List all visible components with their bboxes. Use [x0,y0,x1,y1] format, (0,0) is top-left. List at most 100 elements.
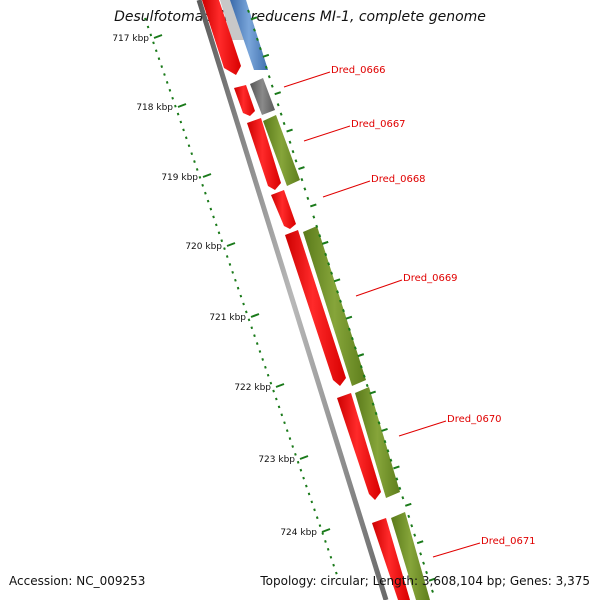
gene-leader-line [283,71,331,88]
outer-track-dot [404,502,412,507]
ruler-dot [236,286,240,290]
outer-track-dot [401,496,405,500]
ruler-tick-label: 720 kbp [185,242,222,252]
cds-arrow [202,0,241,75]
outer-track-dot [359,365,363,369]
outer-track-dot [264,65,268,70]
cds-arrow-dred-0667 [247,118,281,190]
feature-gray [250,78,275,115]
outer-track-dot [336,290,339,294]
gene-label[interactable]: Dred_0670 [447,414,502,425]
outer-track-dot [333,278,341,283]
outer-track-dot [274,91,282,96]
ruler-dot [220,239,224,243]
kbp-ruler-dots [144,17,338,575]
ruler-dot [242,302,245,306]
outer-track-dot [253,28,256,32]
ruler-dot [157,57,161,61]
ruler-tick [177,103,187,108]
ruler-dot [149,33,153,37]
ruler-dot [277,405,281,409]
gene-label[interactable]: Dred_0671 [481,536,536,547]
ruler-dot [234,278,237,282]
ruler-dot [206,199,210,203]
outer-track-dot [339,299,342,303]
ruler-dot [239,294,243,298]
ruler-dot [179,120,183,124]
ruler-dot [307,492,311,496]
ruler-dot [160,65,164,68]
ruler-dot [283,421,286,425]
ruler-tick [202,173,212,178]
ruler-dot [168,88,172,92]
ruler-dot [217,231,221,235]
ruler-tick-label: 718 kbp [136,103,173,113]
gene-leader-line [398,420,447,437]
outer-track-dot [286,128,293,133]
ruler-dot [253,334,256,338]
outer-track-dot [276,103,280,107]
outer-track-dot [345,315,353,320]
outer-track-dot [362,374,366,378]
ruler-dot [182,128,185,132]
outer-track-dot [288,140,292,144]
outer-track-dot [389,458,393,462]
outer-track-dot [330,271,334,275]
outer-track-dot [291,149,295,154]
ruler-dot [326,547,330,551]
ruler-dot [154,49,158,53]
feature-green [391,512,430,600]
ruler-dot [174,104,177,108]
feature-green [303,226,366,386]
feature-track [250,78,430,600]
outer-track-dot [303,187,307,191]
outer-track-dot [324,252,328,257]
outer-track-dot [347,327,351,331]
outer-track-dot [306,196,310,200]
kbp-ruler: 717 kbp 718 kbp 719 kbp 720 kbp 721 kbp 722 k… [112,34,331,538]
ruler-dot [275,397,278,401]
ruler-dot [165,81,169,84]
gene-label[interactable]: Dred_0666 [331,65,386,76]
ruler-dot [302,476,305,480]
outer-track-dot [310,203,317,208]
outer-track-dot [371,402,375,406]
ruler-dot [315,516,319,520]
outer-track-dot [300,178,304,182]
ruler-dot [318,524,322,528]
ruler-dot [152,41,155,45]
cds-arrow-dred-0670 [337,393,381,500]
ruler-dot [184,136,188,140]
ruler-dot [198,175,202,179]
outer-track-dot [357,353,365,358]
accession-text: Accession: NC_009253 [9,574,146,588]
outer-track-dot [386,449,390,453]
outer-track-dot [369,390,376,395]
ruler-dot [266,373,270,377]
ruler-dot [250,326,254,330]
ruler-dot [212,215,215,219]
outer-track-dot [258,47,262,51]
ruler-dot [313,508,316,512]
ruler-tick-label: 723 kbp [258,455,295,465]
ruler-tick [275,383,285,388]
outer-track-dot [321,240,329,245]
ruler-dot [245,310,248,314]
outer-track-dot [353,346,357,350]
outer-track-dot [428,577,436,582]
ruler-dot [255,342,259,345]
ruler-tick-label: 719 kbp [161,173,198,183]
ruler-dot [272,389,275,393]
outer-track-dot [410,524,414,528]
gene-label[interactable]: Dred_0668 [371,174,426,185]
outer-dotted-track [247,9,436,593]
gene-label[interactable]: Dred_0669 [403,273,458,284]
gene-label[interactable]: Dred_0667 [351,119,406,130]
outer-track-dot [262,53,270,58]
outer-track-dot [413,533,417,537]
ruler-dot [193,160,196,163]
ruler-dot [190,152,194,156]
outer-track-dot [312,215,316,219]
ruler-dot [310,500,314,504]
